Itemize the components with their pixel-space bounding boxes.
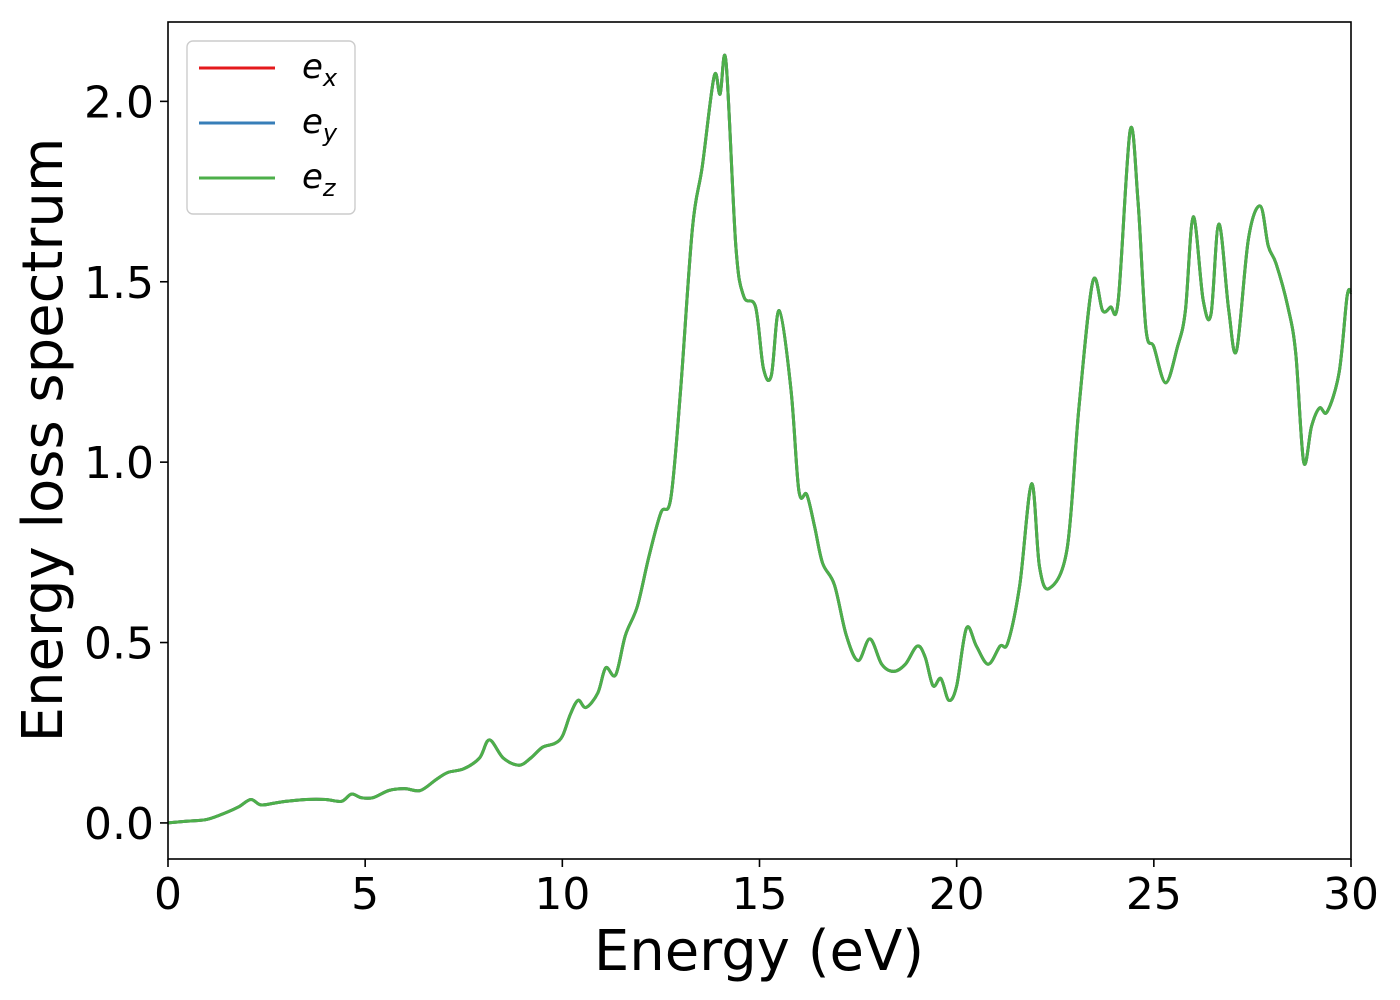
x-axis-ticks: 0 5 10 15 20 25 30 <box>154 859 1379 920</box>
y-tick-label: 0.0 <box>84 799 154 850</box>
x-tick-label: 10 <box>534 869 590 920</box>
y-tick-label: 1.5 <box>84 258 154 309</box>
y-tick-label: 0.5 <box>84 619 154 670</box>
legend-box <box>186 40 356 215</box>
y-tick-label: 1.0 <box>84 438 154 489</box>
x-axis-label: Energy (eV) <box>594 919 924 984</box>
series-lines <box>167 53 1353 825</box>
y-axis-label: Energy loss spectrum <box>11 138 76 743</box>
x-tick-label: 5 <box>351 869 379 920</box>
x-tick-label: 25 <box>1126 869 1182 920</box>
x-tick-label: 15 <box>732 869 788 920</box>
y-axis-ticks: 0.0 0.5 1.0 1.5 2.0 <box>84 77 168 850</box>
plot-background <box>168 22 1351 859</box>
x-tick-label: 20 <box>929 869 985 920</box>
x-tick-label: 0 <box>154 869 182 920</box>
y-tick-label: 2.0 <box>84 77 154 128</box>
series-line-ez <box>167 53 1353 825</box>
x-tick-label: 30 <box>1323 869 1379 920</box>
